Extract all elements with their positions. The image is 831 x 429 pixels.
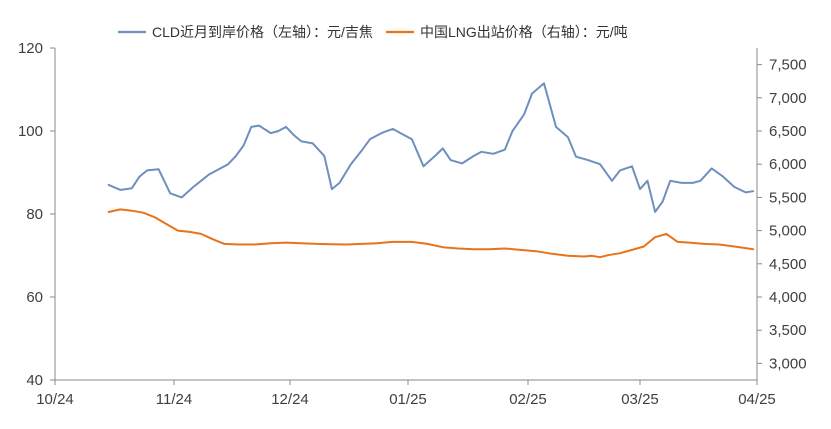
series-line-lng [107,208,755,259]
series-line-cld [107,82,755,213]
left-y-tick-label: 100 [18,123,43,140]
legend: CLD近月到岸价格（左轴）：元/吉焦 中国LNG出站价格（右轴）：元/吨 [118,24,628,40]
series-layer [107,82,755,259]
x-tick-label: 03/25 [621,391,659,408]
x-tick-label: 01/25 [389,391,427,408]
right-y-tick-label: 4,500 [769,256,807,273]
x-tick-label: 10/24 [36,391,74,408]
left-y-tick-label: 40 [26,372,43,389]
x-tick-label: 02/25 [509,391,547,408]
left-y-axis-ticks: 40 60 80 100 120 [18,40,55,389]
right-y-tick-label: 5,000 [769,223,807,240]
right-y-tick-label: 4,000 [769,289,807,306]
right-y-tick-label: 6,500 [769,123,807,140]
right-y-tick-label: 5,500 [769,189,807,206]
right-y-tick-label: 3,000 [769,355,807,372]
right-y-tick-label: 3,500 [769,322,807,339]
right-y-axis-ticks: 3,000 3,500 4,000 4,500 5,000 5,500 6,000 6,500… [757,57,807,372]
x-axis-ticks: 10/24 11/24 12/24 01/25 02/25 03/25 04/25 [36,380,776,408]
legend-label-cld: CLD近月到岸价格（左轴）：元/吉焦 [152,24,373,40]
legend-label-lng: 中国LNG出站价格（右轴）：元/吨 [420,24,628,40]
x-tick-label: 11/24 [156,391,192,408]
x-tick-label: 12/24 [271,391,309,408]
right-y-tick-label: 6,000 [769,156,807,173]
left-y-tick-label: 120 [18,40,43,57]
left-y-tick-label: 60 [26,289,43,306]
right-y-tick-label: 7,000 [769,90,807,107]
right-y-tick-label: 7,500 [769,57,807,74]
x-tick-label: 04/25 [738,391,776,408]
left-y-tick-label: 80 [26,206,43,223]
